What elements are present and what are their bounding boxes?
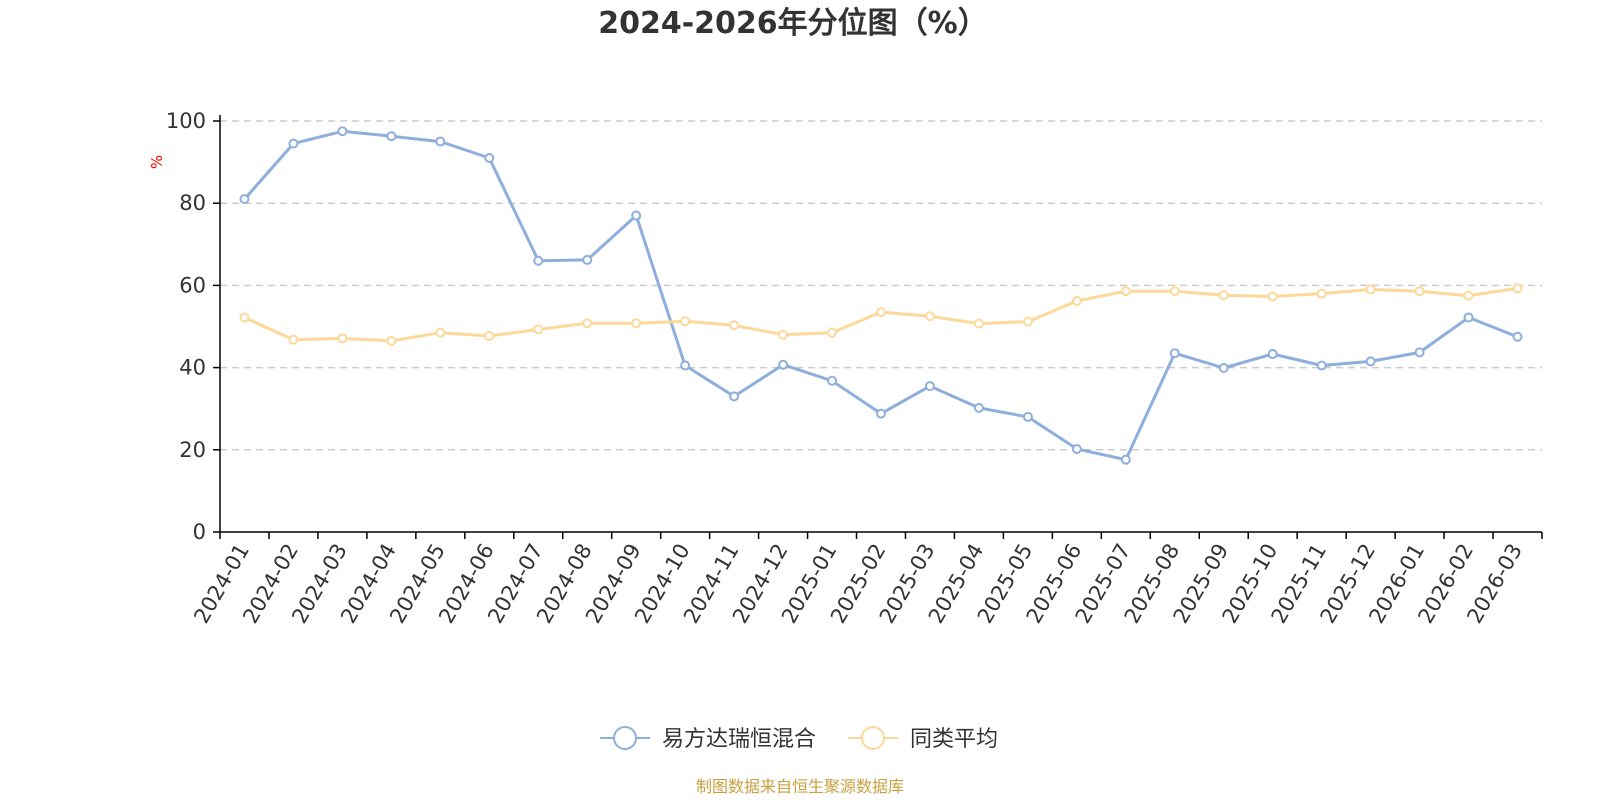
series-2-point-2026-03[interactable]: [1512, 283, 1523, 294]
series-1-point-2025-12[interactable]: [1365, 356, 1376, 367]
series-2-point-2024-04[interactable]: [386, 335, 397, 346]
series-2-point-2025-03[interactable]: [924, 311, 935, 322]
series-2-point-2024-08[interactable]: [582, 318, 593, 329]
y-tick-label-20: 20: [179, 438, 206, 462]
y-tick-label-0: 0: [193, 520, 206, 544]
legend-item-2[interactable]: 同类平均: [848, 726, 998, 752]
series-1-point-2026-02[interactable]: [1463, 312, 1474, 323]
legend-item-2-label: 同类平均: [910, 727, 998, 752]
series-1-point-2024-06[interactable]: [484, 152, 495, 163]
series-2-point-2024-09[interactable]: [631, 318, 642, 329]
series-1-point-2024-03[interactable]: [337, 126, 348, 137]
series-1-point-2025-07[interactable]: [1120, 454, 1131, 465]
y-tick-label-40: 40: [179, 356, 206, 380]
series-2-point-2026-02[interactable]: [1463, 290, 1474, 301]
y-tick-label-80: 80: [179, 191, 206, 215]
series-2-point-2024-10[interactable]: [680, 316, 691, 327]
series-2-point-2025-12[interactable]: [1365, 284, 1376, 295]
grid-lines: [220, 120, 1542, 451]
series-2-point-2024-01[interactable]: [239, 312, 250, 323]
series-2-point-2025-07[interactable]: [1120, 286, 1131, 297]
series-2-point-2024-03[interactable]: [337, 333, 348, 344]
series-1-point-2025-09[interactable]: [1218, 363, 1229, 374]
series-1-point-2025-08[interactable]: [1169, 348, 1180, 359]
series-2-point-2024-12[interactable]: [778, 329, 789, 340]
series-1-point-2024-04[interactable]: [386, 131, 397, 142]
series-2-point-2025-11[interactable]: [1316, 288, 1327, 299]
series-1-point-2024-07[interactable]: [533, 255, 544, 266]
series-1-point-2025-11[interactable]: [1316, 360, 1327, 371]
series-1-point-2025-06[interactable]: [1071, 443, 1082, 454]
legend[interactable]: 易方达瑞恒混合 同类平均: [600, 726, 998, 752]
series-2-point-2025-05[interactable]: [1022, 316, 1033, 327]
series-1-point-2025-05[interactable]: [1022, 411, 1033, 422]
series-1-point-2025-02[interactable]: [876, 408, 886, 419]
series-2: [239, 283, 1523, 346]
series-1-point-2024-10[interactable]: [680, 360, 691, 371]
axes: [219, 115, 1542, 533]
series-2-point-2026-01[interactable]: [1414, 286, 1425, 297]
series-2-point-2025-04[interactable]: [973, 318, 984, 329]
y-axis-ticks: 0 20 40 60 80 100: [166, 109, 220, 544]
legend-item-1[interactable]: 易方达瑞恒混合: [600, 726, 816, 752]
series-1: [239, 126, 1523, 465]
series-2-point-2024-06[interactable]: [484, 330, 495, 341]
series-1-point-2024-01[interactable]: [239, 194, 250, 205]
series-1-point-2024-02[interactable]: [288, 138, 299, 149]
series-2-point-2025-02[interactable]: [876, 307, 886, 318]
series-1-point-2024-11[interactable]: [729, 391, 740, 402]
series-2-point-2024-05[interactable]: [435, 327, 446, 338]
series-2-point-2025-08[interactable]: [1169, 286, 1180, 297]
series-1-point-2025-10[interactable]: [1267, 349, 1278, 360]
series-2-point-2024-07[interactable]: [533, 324, 544, 335]
chart-title: 2024-2026年分位图（%）: [598, 6, 988, 41]
series-1-point-2024-12[interactable]: [778, 359, 789, 370]
series-1-point-2025-01[interactable]: [827, 375, 838, 386]
legend-item-2-circle-icon: [861, 726, 885, 750]
series-1-point-2025-03[interactable]: [924, 381, 935, 392]
series-1-point-2026-03[interactable]: [1512, 331, 1523, 342]
series-2-point-2025-10[interactable]: [1267, 291, 1278, 302]
x-axis-ticks: 2024-012024-022024-032024-042024-052024-…: [189, 532, 1543, 627]
series-2-point-2024-11[interactable]: [729, 320, 740, 331]
series-2-point-2025-09[interactable]: [1218, 290, 1229, 301]
data-source-note: 制图数据来自恒生聚源数据库: [696, 777, 904, 796]
y-axis-unit-label: %: [148, 155, 166, 169]
series-2-point-2025-06[interactable]: [1071, 296, 1082, 307]
series-1-point-2026-01[interactable]: [1414, 347, 1425, 358]
series-1-point-2024-05[interactable]: [435, 136, 446, 147]
series-1-point-2024-09[interactable]: [631, 210, 642, 221]
legend-item-1-circle-icon: [613, 726, 637, 750]
series-lines: [239, 126, 1523, 465]
series-1-point-2025-04[interactable]: [973, 402, 984, 413]
series-2-point-2024-02[interactable]: [288, 334, 299, 345]
y-tick-label-100: 100: [166, 109, 206, 133]
series-1-point-2024-08[interactable]: [582, 254, 593, 265]
legend-item-1-label: 易方达瑞恒混合: [662, 727, 816, 752]
y-tick-label-60: 60: [179, 273, 206, 297]
series-2-point-2025-01[interactable]: [827, 327, 838, 338]
